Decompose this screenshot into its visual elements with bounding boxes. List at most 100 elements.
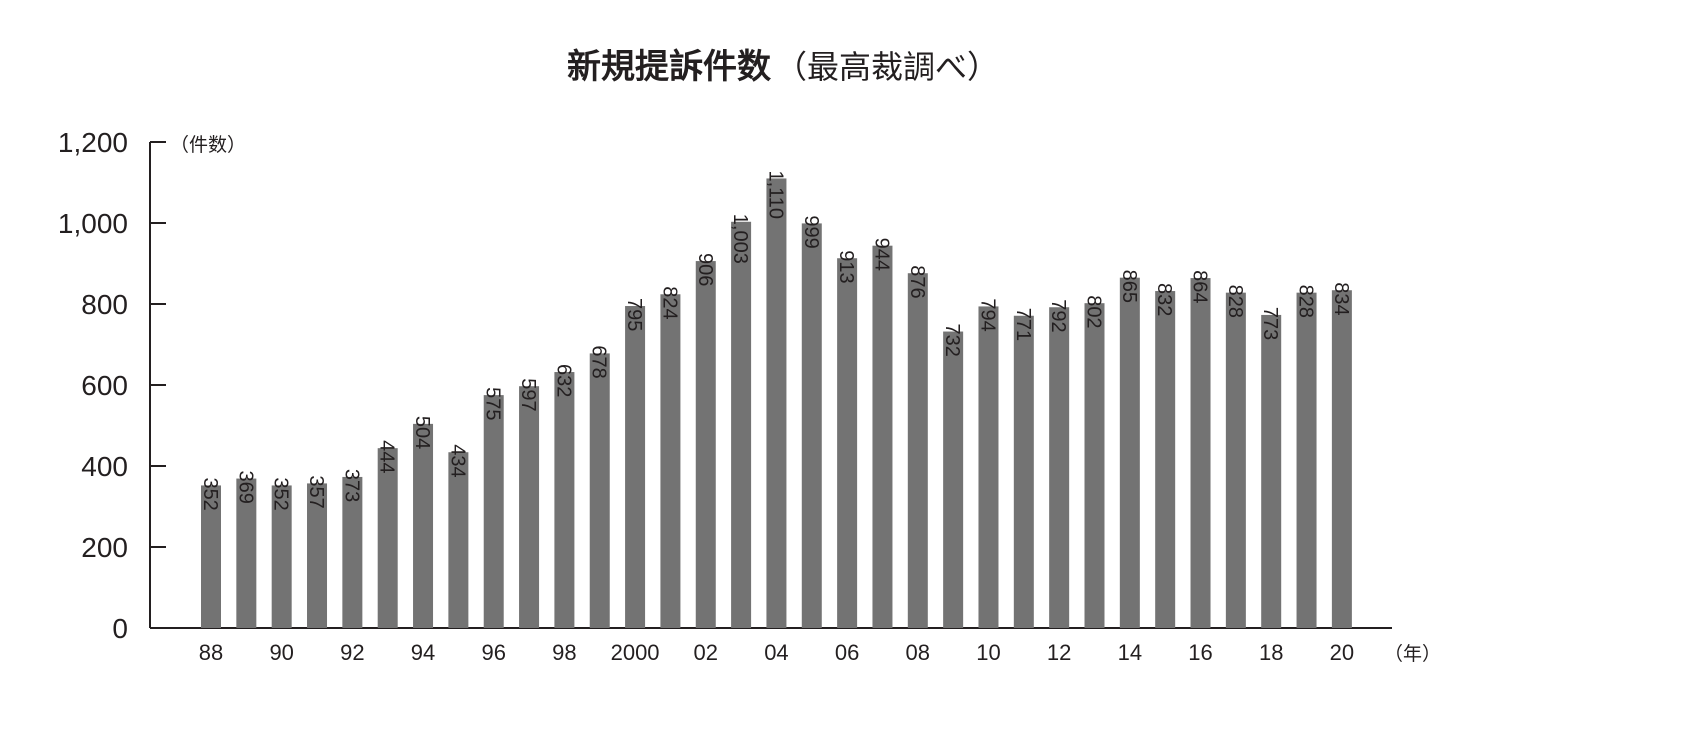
x-tick-label: 08 [906,640,930,665]
y-axis-ticks: 0 200 400 600 800 1,000 1,200 [58,127,166,644]
bar-value-label: 369 [234,471,256,504]
chart-title-group: 新規提訴件数 （最高裁調べ） [567,47,999,87]
bar-value-label: 795 [623,298,645,331]
bar-value-label: 792 [1047,299,1069,332]
y-tick-label: 800 [81,289,128,320]
x-tick-label: 04 [764,640,788,665]
bar-value-label: 678 [588,345,610,378]
bar [660,294,681,628]
bar [377,448,398,628]
y-tick-label: 400 [81,451,128,482]
bar-value-label: 828 [1295,285,1317,318]
x-tick-label: 10 [976,640,1000,665]
bar [837,258,858,628]
chart-title: 新規提訴件数 [567,47,771,87]
bar [342,476,363,628]
y-tick-label: 1,000 [58,208,128,239]
bar [801,223,822,628]
bar [766,178,787,628]
bar [872,245,893,628]
bar [1331,290,1352,628]
x-tick-label: 2000 [611,640,660,665]
bar [483,395,504,628]
bar-value-label: 352 [270,477,292,510]
bar-value-label: 773 [1259,307,1281,340]
bar-value-label: 802 [1083,295,1105,328]
x-axis-ticks: 88 90 92 94 96 98 2000 02 04 06 08 10 12 14 16 18 20 [199,640,1354,665]
x-tick-label: 98 [552,640,576,665]
bar-value-label: 913 [835,250,857,283]
bar-value-label: 352 [199,477,221,510]
bar [1296,292,1317,628]
bar [413,423,434,628]
bar-value-label: 357 [305,475,327,508]
bar [589,353,610,628]
bar-value-label: 1,003 [729,214,751,264]
bar [448,452,469,628]
x-tick-label: 88 [199,640,223,665]
y-tick-label: 600 [81,370,128,401]
bar-value-label: 504 [411,416,433,449]
bar-value-label: 444 [376,440,398,473]
bar-value-label: 999 [800,215,822,248]
bar [1013,315,1034,628]
bar-value-label: 876 [906,265,928,298]
y-tick-label: 0 [112,613,128,644]
bar-value-label: 834 [1330,282,1352,315]
bar [1190,278,1211,628]
bar-value-label: 575 [482,387,504,420]
x-tick-label: 12 [1047,640,1071,665]
bar [1155,291,1176,628]
bar-value-label: 597 [517,378,539,411]
bars [201,178,1352,628]
x-tick-label: 18 [1259,640,1283,665]
bar [943,331,964,628]
bar [625,306,646,628]
x-tick-label: 20 [1330,640,1354,665]
x-tick-label: 02 [694,640,718,665]
bar-value-label: 832 [1153,283,1175,316]
bar [978,306,999,628]
x-tick-label: 94 [411,640,435,665]
bar-value-label: 794 [976,298,998,331]
bar-value-label: 434 [446,444,468,477]
bar [1049,307,1070,628]
x-tick-label: 06 [835,640,859,665]
bar [271,485,292,628]
bar-value-label: 771 [1012,308,1034,341]
bar [236,478,257,628]
bar [1084,303,1105,628]
bar [907,273,928,628]
bar-value-label: 632 [552,364,574,397]
x-tick-label: 16 [1188,640,1212,665]
value-labels: 352 369 352 357 373 444 504 434 575 597 632 678 795 8… [199,170,1352,510]
bar-value-label: 865 [1118,270,1140,303]
bar-value-label: 732 [941,324,963,357]
bar [201,485,221,628]
x-tick-label: 14 [1118,640,1142,665]
bar [695,261,716,628]
x-tick-label: 96 [481,640,505,665]
bar-value-label: 944 [870,238,892,271]
bar [519,386,540,628]
x-tick-label: 92 [340,640,364,665]
bar [554,372,575,628]
bar-value-label: 906 [694,253,716,286]
bar-value-label: 864 [1189,270,1211,303]
bar [1225,292,1246,628]
bar-value-label: 828 [1224,285,1246,318]
bar [307,483,328,628]
bar-value-label: 373 [340,469,362,502]
x-tick-label: 90 [269,640,293,665]
bar [1261,314,1282,628]
bar [1119,277,1140,628]
chart-subtitle: （最高裁調べ） [775,48,999,86]
x-axis-unit-label: （年） [1384,643,1441,665]
y-tick-label: 1,200 [58,127,128,158]
bar-value-label: 824 [658,286,680,319]
y-tick-label: 200 [81,532,128,563]
y-axis-unit-label: （件数） [170,134,246,156]
bar-value-label: 1,110 [764,170,786,219]
bar [731,221,752,628]
